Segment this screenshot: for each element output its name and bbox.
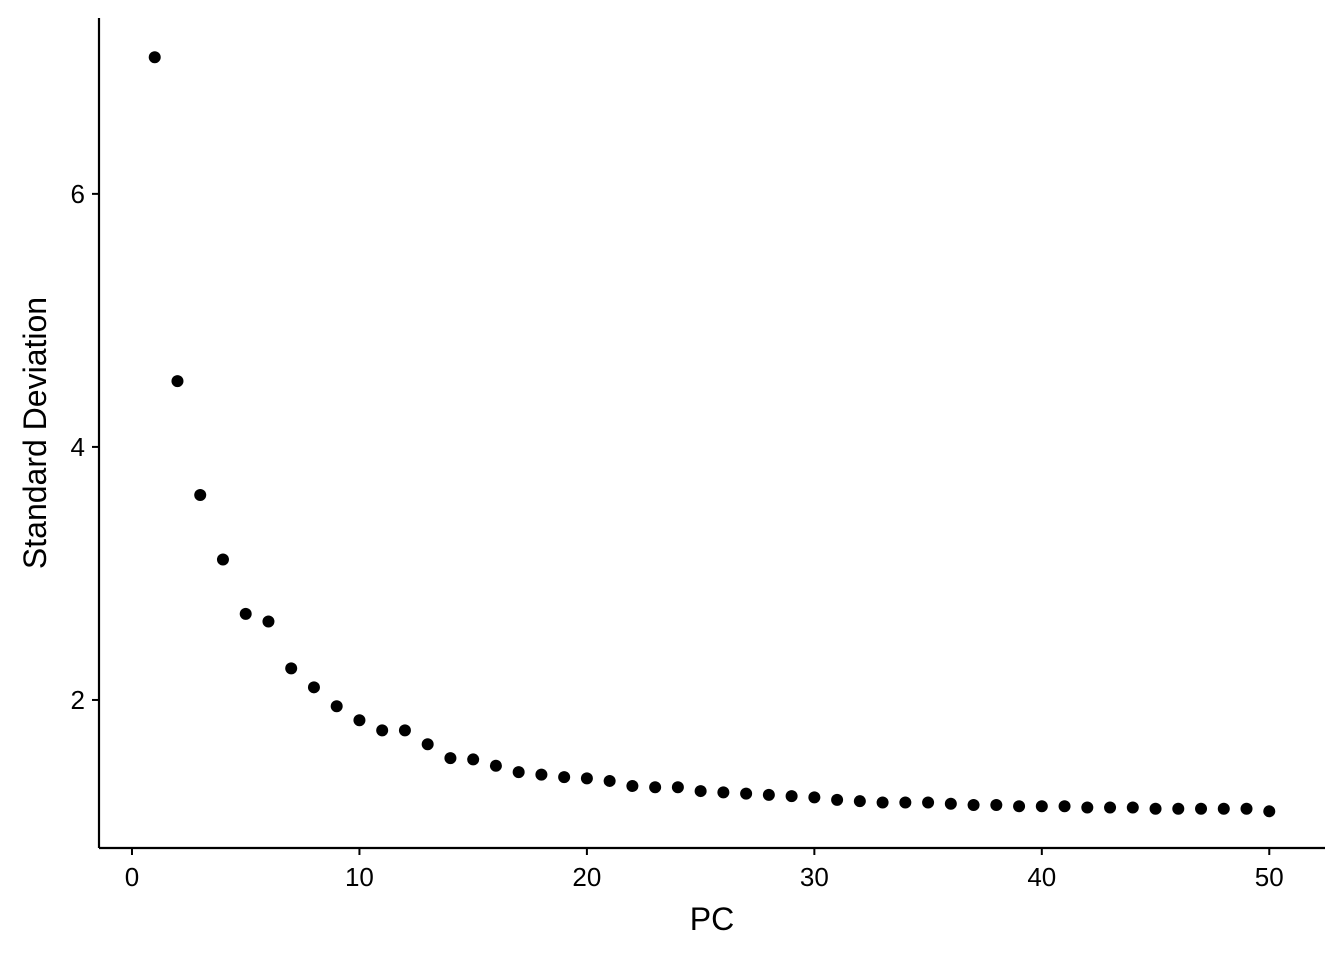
x-tick-label: 10 [345,862,374,892]
point [1013,800,1026,813]
point [694,785,707,798]
point [512,766,525,779]
point [1217,802,1230,815]
point [944,797,957,810]
point [1240,802,1253,815]
point [489,759,502,772]
point [467,753,480,766]
point [785,790,798,803]
point [398,724,411,737]
point [603,774,616,787]
point [990,798,1003,811]
point [285,662,298,675]
point [762,788,775,801]
point [1126,801,1139,814]
point [1104,801,1117,814]
point [535,768,548,781]
point [239,607,252,620]
y-tick-label: 4 [71,432,85,462]
point [649,781,662,794]
point [1195,802,1208,815]
point [580,772,593,785]
point [262,615,275,628]
y-axis-title: Standard Deviation [17,297,53,569]
point [831,793,844,806]
point [717,786,730,799]
point [194,488,207,501]
y-tick-label: 2 [71,685,85,715]
x-axis-title: PC [690,901,734,937]
x-tick-label: 0 [125,862,139,892]
point [899,796,912,809]
point [808,791,821,804]
point [1172,802,1185,815]
point [1263,805,1276,818]
point [626,780,639,793]
point [671,781,684,794]
point [967,798,980,811]
point [853,795,866,808]
point [148,51,161,64]
x-tick-label: 40 [1027,862,1056,892]
point [1081,801,1094,814]
point [330,700,343,713]
point [376,724,389,737]
point [307,681,320,694]
point [421,738,434,751]
point [1058,800,1071,813]
point [444,752,457,765]
point [876,796,889,809]
point [558,771,571,784]
point [922,796,935,809]
x-tick-label: 50 [1255,862,1284,892]
point [353,714,366,727]
x-tick-label: 20 [572,862,601,892]
point [171,375,184,388]
x-tick-label: 30 [800,862,829,892]
point [1035,800,1048,813]
point [1149,802,1162,815]
point [216,553,229,566]
point [740,787,753,800]
y-tick-label: 6 [71,179,85,209]
